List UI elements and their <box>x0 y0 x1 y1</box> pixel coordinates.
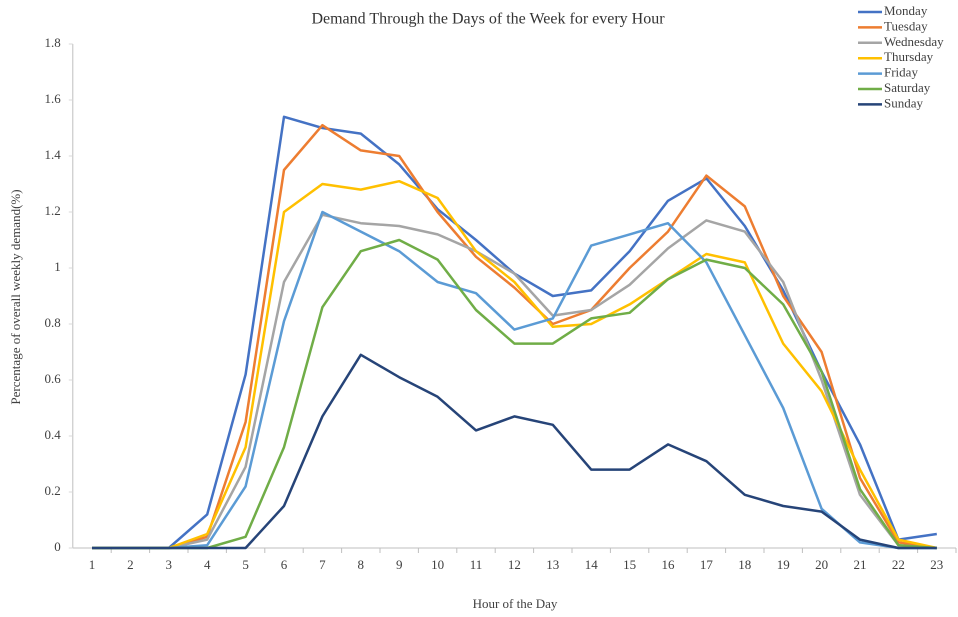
y-tick-label: 0 <box>54 539 61 554</box>
x-tick-label: 5 <box>242 557 249 572</box>
x-tick-label: 1 <box>89 557 96 572</box>
legend-label: Monday <box>884 3 928 18</box>
legend-label: Tuesday <box>884 18 928 33</box>
legend-label: Wednesday <box>884 34 944 49</box>
x-tick-label: 2 <box>127 557 134 572</box>
x-tick-label: 12 <box>508 557 521 572</box>
y-tick-label: 0.8 <box>45 315 61 330</box>
y-tick-label: 1.2 <box>45 203 61 218</box>
x-tick-label: 13 <box>546 557 559 572</box>
line-series <box>92 179 938 550</box>
y-tick-label: 1 <box>54 259 61 274</box>
legend-label: Sunday <box>884 95 924 110</box>
line-series <box>92 353 937 550</box>
chart-title: Demand Through the Days of the Week for … <box>311 11 665 28</box>
y-tick-label: 0.4 <box>45 427 62 442</box>
x-tick-label: 19 <box>777 557 790 572</box>
legend-label: Friday <box>884 65 918 80</box>
x-tick-label: 14 <box>585 557 599 572</box>
y-tick-label: 0.2 <box>45 483 61 498</box>
x-tick-label: 20 <box>815 557 828 572</box>
x-tick-label: 11 <box>470 557 483 572</box>
x-tick-label: 4 <box>204 557 211 572</box>
x-tick-label: 22 <box>892 557 905 572</box>
x-tick-label: 17 <box>700 557 714 572</box>
x-tick-label: 10 <box>431 557 444 572</box>
y-tick-label: 1.6 <box>45 91 62 106</box>
x-tick-label: 3 <box>166 557 173 572</box>
x-tick-label: 23 <box>930 557 943 572</box>
x-tick-label: 7 <box>319 557 326 572</box>
y-tick-label: 1.8 <box>45 35 61 50</box>
x-tick-label: 9 <box>396 557 403 572</box>
x-tick-label: 15 <box>623 557 636 572</box>
line-series <box>92 115 937 550</box>
line-series <box>92 238 937 550</box>
x-tick-label: 6 <box>281 557 288 572</box>
y-axis-label: Percentage of overall weekly demand(%) <box>8 189 23 404</box>
y-tick-label: 0.6 <box>45 371 62 386</box>
line-series <box>92 210 937 550</box>
x-tick-label: 16 <box>662 557 676 572</box>
y-tick-label: 1.4 <box>45 147 62 162</box>
legend-label: Saturday <box>884 80 931 95</box>
line-series <box>92 123 937 550</box>
x-tick-label: 8 <box>358 557 365 572</box>
x-axis-label: Hour of the Day <box>473 596 558 611</box>
line-series <box>92 213 937 550</box>
legend-label: Thursday <box>884 49 934 64</box>
x-tick-label: 21 <box>854 557 867 572</box>
x-tick-label: 18 <box>738 557 751 572</box>
